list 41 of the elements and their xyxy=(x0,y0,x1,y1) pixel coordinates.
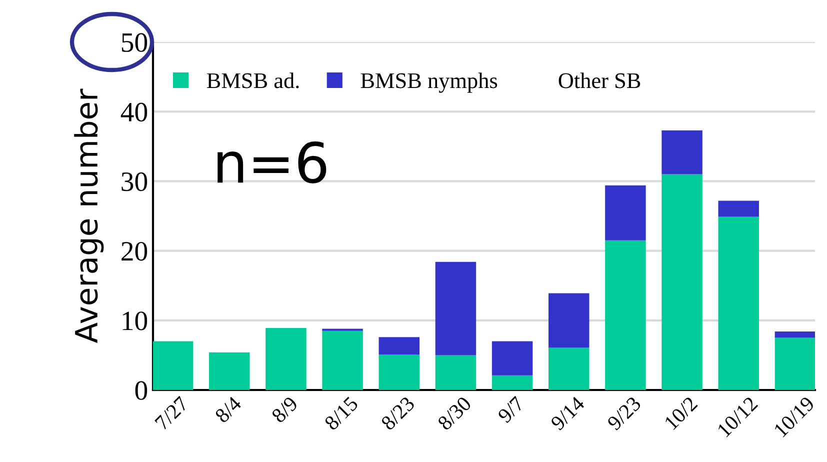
bar xyxy=(662,130,702,174)
bar xyxy=(322,330,363,390)
annotation: n=6 xyxy=(218,141,326,184)
legend-label: BMSB ad. xyxy=(206,72,299,88)
x-tick-label: 8/30 xyxy=(436,396,472,431)
y-tick-label: 0 xyxy=(135,381,148,400)
x-tick-label: 8/9 xyxy=(270,396,298,424)
bar xyxy=(774,332,815,338)
bar xyxy=(718,200,759,217)
bar xyxy=(266,328,306,390)
y-tick-label: 10 xyxy=(122,312,148,330)
bar xyxy=(718,216,759,390)
text: Other SB xyxy=(558,72,640,88)
x-tick-label: 8/15 xyxy=(324,396,359,431)
bar xyxy=(548,348,590,390)
bar xyxy=(153,341,194,390)
bar xyxy=(378,337,420,355)
bar xyxy=(774,338,815,390)
bar xyxy=(605,185,646,240)
x-tick-label: 10/2 xyxy=(664,396,698,430)
y-axis-title: Average number xyxy=(74,88,104,343)
x-tick-label: 9/14 xyxy=(550,396,586,431)
bar xyxy=(435,262,476,356)
legend-label: BMSB nymphs xyxy=(360,72,498,93)
y-tick-label: 40 xyxy=(120,102,148,122)
x-tick-label: 9/23 xyxy=(606,396,642,431)
bar xyxy=(662,174,702,390)
bar xyxy=(548,293,590,348)
bar xyxy=(492,375,533,390)
x-tick-label: 8/23 xyxy=(380,396,416,431)
y-tick-label: 20 xyxy=(122,242,148,261)
bar xyxy=(435,355,476,390)
bar xyxy=(378,354,420,390)
y-tick-label: 30 xyxy=(122,172,148,192)
y-tick-label: 50 xyxy=(122,33,148,52)
bar xyxy=(605,240,646,390)
x-tick-label: 9/7 xyxy=(497,396,525,424)
bar xyxy=(209,352,250,390)
x-tick-label: 7/27 xyxy=(154,396,190,430)
bar xyxy=(492,341,533,376)
x-tick-label: 8/4 xyxy=(214,396,242,424)
